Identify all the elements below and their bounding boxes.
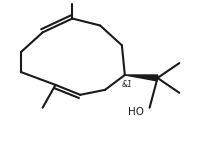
Text: &1: &1 <box>122 80 133 89</box>
Polygon shape <box>125 75 158 81</box>
Text: HO: HO <box>128 107 144 117</box>
